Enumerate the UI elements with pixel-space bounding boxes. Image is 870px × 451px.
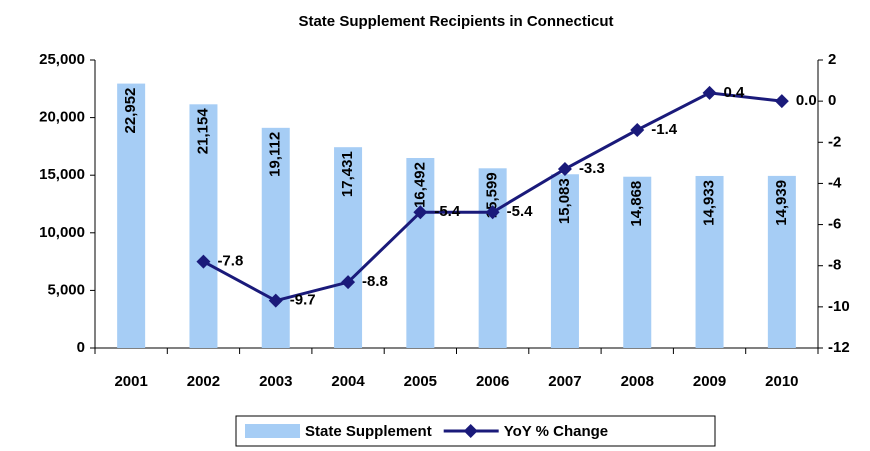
- bar-value-label: 21,154: [194, 108, 211, 155]
- line-marker: [702, 85, 717, 100]
- y2-tick-label: -2: [828, 133, 841, 150]
- bar: [550, 174, 579, 348]
- y-tick-label: 20,000: [39, 109, 85, 126]
- x-tick-label: 2006: [476, 373, 509, 390]
- x-tick-label: 2010: [765, 373, 798, 390]
- legend-label: State Supplement: [305, 423, 432, 440]
- y-tick-label: 0: [77, 339, 85, 356]
- x-tick-label: 2009: [693, 373, 726, 390]
- line-value-label: -5.4: [507, 203, 534, 220]
- legend-box: [235, 415, 716, 447]
- x-tick-label: 2005: [404, 373, 437, 390]
- y2-tick-label: -10: [828, 298, 850, 315]
- chart-title: State Supplement Recipients in Connectic…: [298, 13, 613, 30]
- x-tick-label: 2003: [259, 373, 292, 390]
- line-marker: [268, 293, 283, 308]
- y-tick-label: 15,000: [39, 166, 85, 183]
- x-tick-label: 2007: [548, 373, 581, 390]
- line-value-label: -1.4: [651, 121, 678, 138]
- x-tick-label: 2002: [187, 373, 220, 390]
- bar-value-label: 14,868: [628, 181, 645, 227]
- line-value-label: 0.4: [724, 84, 746, 101]
- bar-value-label: 15,599: [484, 172, 501, 218]
- bar: [189, 104, 218, 348]
- x-tick-label: 2008: [621, 373, 654, 390]
- y2-tick-label: -8: [828, 257, 841, 274]
- legend-marker: [463, 424, 478, 438]
- bar-value-label: 15,083: [556, 178, 573, 224]
- line-value-label: -8.8: [362, 273, 388, 290]
- line-value-label: -7.8: [217, 253, 243, 270]
- bar: [695, 175, 724, 348]
- bar-value-label: 14,933: [701, 180, 718, 226]
- line-marker: [341, 275, 356, 290]
- y2-tick-label: 2: [828, 51, 836, 68]
- bar-value-label: 22,952: [122, 88, 139, 134]
- bar: [767, 175, 796, 348]
- x-tick-label: 2004: [331, 373, 365, 390]
- line-value-label: -3.3: [579, 160, 605, 177]
- y2-tick-label: 0: [828, 92, 836, 109]
- line-value-label: 0.0: [796, 92, 817, 109]
- bar-value-label: 14,939: [773, 180, 790, 226]
- bar: [406, 158, 435, 348]
- bar: [261, 127, 290, 348]
- bar-value-label: 16,492: [411, 162, 428, 208]
- legend-swatch: [245, 424, 300, 438]
- bar: [623, 176, 652, 348]
- line-marker: [413, 205, 428, 220]
- line-value-label: -5.4: [434, 203, 461, 220]
- line-marker: [774, 94, 789, 109]
- legend-label: YoY % Change: [504, 423, 608, 440]
- line-value-label: -9.7: [290, 292, 316, 309]
- y2-tick-label: -4: [828, 174, 842, 191]
- bar-value-label: 19,112: [267, 132, 284, 177]
- line-marker: [196, 254, 211, 269]
- line-marker: [557, 162, 572, 177]
- bar: [117, 83, 146, 348]
- x-tick-label: 2001: [114, 373, 147, 390]
- line-marker: [485, 205, 500, 220]
- y-tick-label: 5,000: [47, 281, 85, 298]
- bar: [334, 147, 363, 348]
- y-tick-label: 25,000: [39, 51, 85, 68]
- legend: State Supplement YoY % Change: [235, 415, 716, 447]
- line-marker: [630, 122, 645, 137]
- y2-tick-label: -12: [828, 339, 850, 356]
- y2-tick-label: -6: [828, 216, 841, 233]
- bar: [478, 168, 507, 348]
- y-tick-label: 10,000: [39, 224, 85, 241]
- bar-value-label: 17,431: [339, 151, 356, 197]
